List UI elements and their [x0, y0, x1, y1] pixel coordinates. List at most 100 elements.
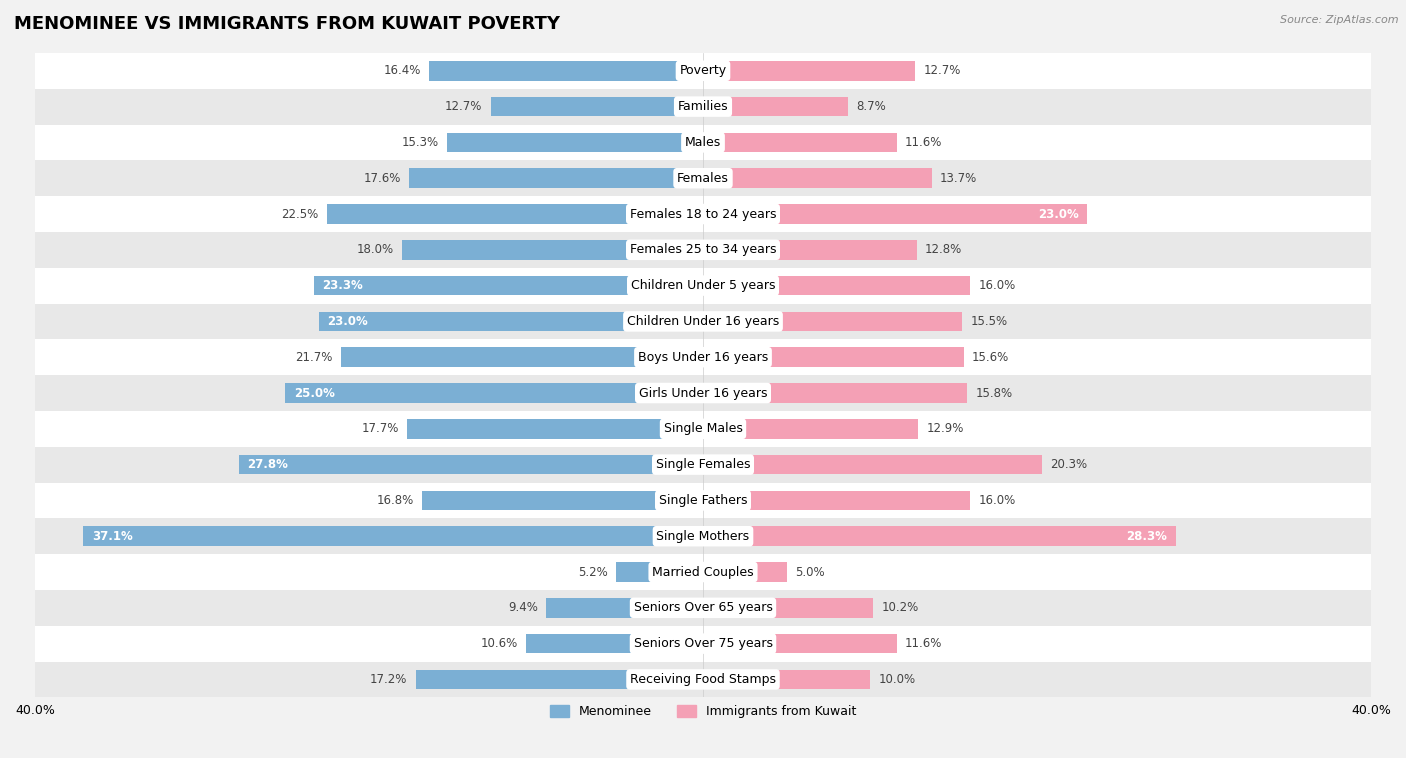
Text: MENOMINEE VS IMMIGRANTS FROM KUWAIT POVERTY: MENOMINEE VS IMMIGRANTS FROM KUWAIT POVE…: [14, 15, 560, 33]
Text: 12.8%: 12.8%: [925, 243, 962, 256]
Bar: [35, 196, 1371, 232]
Bar: [285, 383, 703, 402]
Bar: [703, 276, 970, 296]
Bar: [703, 133, 897, 152]
Bar: [447, 133, 703, 152]
Text: 8.7%: 8.7%: [856, 100, 886, 113]
Text: 16.0%: 16.0%: [979, 494, 1015, 507]
Bar: [703, 347, 963, 367]
Bar: [35, 340, 1371, 375]
Text: 23.0%: 23.0%: [328, 315, 368, 328]
Text: 11.6%: 11.6%: [905, 637, 942, 650]
Text: 23.0%: 23.0%: [1038, 208, 1078, 221]
Text: 17.2%: 17.2%: [370, 673, 408, 686]
Bar: [616, 562, 703, 582]
Bar: [703, 526, 1175, 546]
Bar: [703, 97, 848, 117]
Text: 13.7%: 13.7%: [941, 172, 977, 185]
Text: 21.7%: 21.7%: [295, 351, 332, 364]
Bar: [35, 554, 1371, 590]
Text: 9.4%: 9.4%: [508, 601, 537, 614]
Text: Girls Under 16 years: Girls Under 16 years: [638, 387, 768, 399]
Bar: [703, 455, 1042, 475]
Text: 17.7%: 17.7%: [361, 422, 399, 435]
Bar: [422, 490, 703, 510]
Text: 10.6%: 10.6%: [481, 637, 517, 650]
Text: 18.0%: 18.0%: [357, 243, 394, 256]
Text: Single Males: Single Males: [664, 422, 742, 435]
Bar: [35, 303, 1371, 340]
Text: 20.3%: 20.3%: [1050, 458, 1087, 471]
Bar: [340, 347, 703, 367]
Text: Children Under 5 years: Children Under 5 years: [631, 279, 775, 292]
Text: 11.6%: 11.6%: [905, 136, 942, 149]
Bar: [703, 598, 873, 618]
Text: 28.3%: 28.3%: [1126, 530, 1167, 543]
Bar: [703, 634, 897, 653]
Text: 15.5%: 15.5%: [970, 315, 1007, 328]
Text: 16.8%: 16.8%: [377, 494, 413, 507]
Bar: [703, 419, 918, 439]
Text: Married Couples: Married Couples: [652, 565, 754, 578]
Bar: [35, 89, 1371, 124]
Text: Source: ZipAtlas.com: Source: ZipAtlas.com: [1281, 15, 1399, 25]
Bar: [35, 662, 1371, 697]
Text: Females: Females: [678, 172, 728, 185]
Text: 10.2%: 10.2%: [882, 601, 920, 614]
Bar: [35, 590, 1371, 625]
Text: 12.7%: 12.7%: [446, 100, 482, 113]
Bar: [416, 669, 703, 689]
Text: Females 18 to 24 years: Females 18 to 24 years: [630, 208, 776, 221]
Text: Single Fathers: Single Fathers: [659, 494, 747, 507]
Bar: [35, 518, 1371, 554]
Bar: [526, 634, 703, 653]
Legend: Menominee, Immigrants from Kuwait: Menominee, Immigrants from Kuwait: [546, 700, 860, 723]
Bar: [546, 598, 703, 618]
Bar: [402, 240, 703, 260]
Text: 15.3%: 15.3%: [402, 136, 439, 149]
Bar: [328, 204, 703, 224]
Text: Families: Families: [678, 100, 728, 113]
Bar: [703, 240, 917, 260]
Text: 23.3%: 23.3%: [322, 279, 363, 292]
Text: 10.0%: 10.0%: [879, 673, 915, 686]
Bar: [35, 483, 1371, 518]
Text: Seniors Over 65 years: Seniors Over 65 years: [634, 601, 772, 614]
Text: 17.6%: 17.6%: [363, 172, 401, 185]
Text: Females 25 to 34 years: Females 25 to 34 years: [630, 243, 776, 256]
Bar: [314, 276, 703, 296]
Bar: [35, 53, 1371, 89]
Bar: [429, 61, 703, 80]
Bar: [35, 160, 1371, 196]
Bar: [239, 455, 703, 475]
Bar: [319, 312, 703, 331]
Bar: [35, 232, 1371, 268]
Text: 25.0%: 25.0%: [294, 387, 335, 399]
Text: 15.6%: 15.6%: [972, 351, 1010, 364]
Text: Poverty: Poverty: [679, 64, 727, 77]
Text: Seniors Over 75 years: Seniors Over 75 years: [634, 637, 772, 650]
Text: 15.8%: 15.8%: [976, 387, 1012, 399]
Bar: [35, 625, 1371, 662]
Bar: [703, 562, 786, 582]
Text: Children Under 16 years: Children Under 16 years: [627, 315, 779, 328]
Bar: [83, 526, 703, 546]
Text: 12.9%: 12.9%: [927, 422, 965, 435]
Bar: [491, 97, 703, 117]
Text: 16.4%: 16.4%: [384, 64, 420, 77]
Bar: [703, 383, 967, 402]
Bar: [703, 669, 870, 689]
Bar: [703, 61, 915, 80]
Text: Males: Males: [685, 136, 721, 149]
Text: Single Mothers: Single Mothers: [657, 530, 749, 543]
Text: 12.7%: 12.7%: [924, 64, 960, 77]
Text: 5.0%: 5.0%: [794, 565, 824, 578]
Bar: [703, 204, 1087, 224]
Text: 16.0%: 16.0%: [979, 279, 1015, 292]
Bar: [703, 490, 970, 510]
Bar: [35, 124, 1371, 160]
Bar: [35, 446, 1371, 483]
Bar: [703, 168, 932, 188]
Text: Single Females: Single Females: [655, 458, 751, 471]
Text: Receiving Food Stamps: Receiving Food Stamps: [630, 673, 776, 686]
